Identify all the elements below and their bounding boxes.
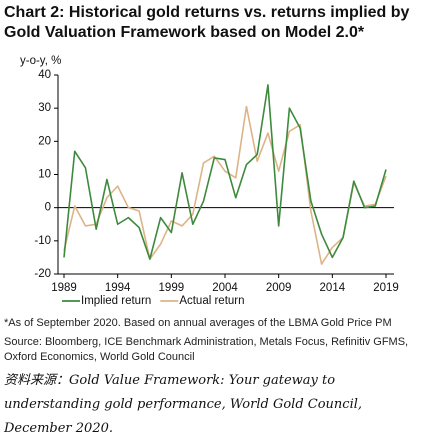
x-tick-label: 1989 (51, 282, 77, 294)
legend-label: Implied return (81, 295, 151, 307)
y-tick-label: 20 (38, 135, 51, 147)
footnote: *As of September 2020. Based on annual a… (4, 317, 392, 329)
chart: y-o-y, % -20 -10 0 10 20 30 40 1989 1994 1999 2004 2… (20, 55, 399, 307)
page: {"chart_data": {"type": "line", "title":… (4, 4, 410, 436)
y-axis-label: y-o-y, % (20, 55, 61, 67)
x-tick-label: 2019 (373, 282, 399, 294)
x-tick-label: 2014 (320, 282, 346, 294)
x-tick-label: 2004 (212, 282, 238, 294)
y-tick-label: -20 (34, 268, 51, 280)
y-tick-label: 0 (45, 202, 51, 214)
series-line (63, 105, 387, 265)
series-line (63, 84, 387, 260)
y-tick-label: 30 (38, 102, 51, 114)
credit: 资料来源：Gold Value Framework: Your gateway … (4, 373, 363, 436)
y-tick-label: 10 (38, 169, 51, 181)
y-tick-label: 40 (38, 69, 51, 81)
chart-title: Chart 2: Historical gold returns vs. ret… (4, 4, 410, 41)
x-tick-label: 1999 (159, 282, 185, 294)
legend-label: Actual return (179, 295, 244, 307)
x-tick-label: 1994 (105, 282, 131, 294)
y-tick-label: -10 (34, 235, 51, 247)
source: Source: Bloomberg, ICE Benchmark Adminis… (4, 336, 409, 363)
x-tick-label: 2009 (266, 282, 292, 294)
